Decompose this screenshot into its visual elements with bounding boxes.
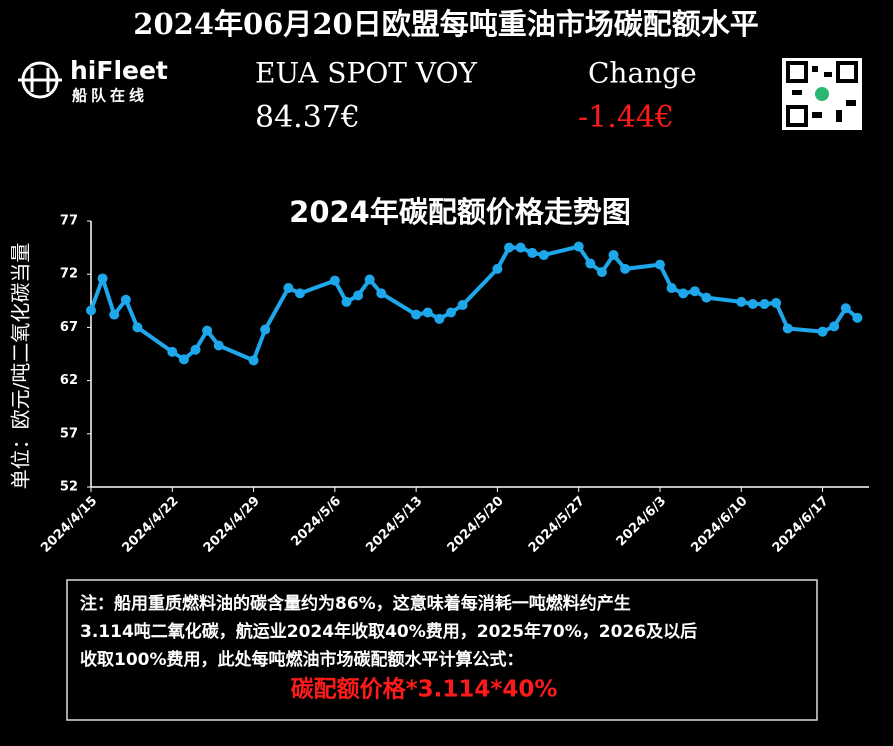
y-tick-label: 67	[60, 320, 78, 335]
point	[620, 263, 631, 274]
point	[434, 313, 445, 324]
point	[538, 250, 549, 261]
page-title: 2024年06月20日欧盟每吨重油市场碳配额水平	[133, 7, 758, 41]
point	[190, 344, 201, 355]
y-tick-label: 72	[60, 267, 78, 282]
point	[109, 309, 120, 320]
point	[213, 340, 224, 351]
point	[585, 258, 596, 269]
logo-subtext: 船队在线	[72, 87, 148, 105]
point	[492, 263, 503, 274]
price-value: 84.37€	[255, 100, 360, 135]
point	[736, 296, 747, 307]
note-box	[66, 579, 818, 721]
y-tick-label: 62	[60, 373, 78, 388]
point	[86, 305, 96, 316]
logo-icon	[18, 61, 62, 99]
point	[596, 267, 607, 278]
point	[817, 326, 828, 337]
formula: 碳配额价格*3.114*40%	[291, 676, 558, 703]
point	[178, 354, 189, 365]
point	[527, 247, 538, 258]
point	[202, 325, 213, 336]
note-line: 注：船用重质燃料油的碳含量约为86%，这意味着每消耗一吨燃料约产生	[80, 593, 631, 614]
price-label: EUA SPOT VOY	[255, 57, 478, 90]
point	[260, 324, 271, 335]
point	[457, 300, 468, 311]
point	[364, 274, 375, 285]
point	[132, 322, 143, 333]
point	[295, 288, 306, 299]
point	[666, 283, 677, 294]
point	[283, 283, 294, 294]
point	[678, 288, 689, 299]
point	[97, 273, 108, 284]
point	[341, 296, 352, 307]
point	[120, 294, 131, 305]
point	[573, 241, 584, 252]
y-tick-label: 57	[60, 426, 78, 441]
point	[782, 323, 793, 334]
change-label: Change	[588, 57, 697, 90]
point	[248, 355, 259, 366]
point	[840, 303, 851, 314]
note-line: 3.114吨二氧化碳，航运业2024年收取40%费用，2025年70%，2026…	[80, 621, 697, 642]
change-value: -1.44€	[578, 100, 674, 135]
point	[411, 309, 422, 320]
y-axis-label: 单位：欧元/吨二氧化碳当量	[9, 243, 33, 490]
qr-code	[782, 58, 862, 130]
point	[608, 250, 619, 261]
logo-text: hiFleet	[70, 56, 168, 85]
point	[504, 242, 515, 253]
point	[771, 297, 782, 308]
point	[329, 275, 340, 286]
chart-title: 2024年碳配额价格走势图	[289, 195, 631, 229]
point	[376, 288, 387, 299]
point	[654, 259, 665, 270]
point	[689, 286, 700, 297]
point	[515, 242, 526, 253]
point	[701, 292, 712, 303]
point	[353, 290, 364, 301]
point	[759, 298, 770, 309]
note-line: 收取100%费用，此处每吨燃油市场碳配额水平计算公式：	[80, 649, 524, 670]
y-tick-label: 52	[60, 480, 78, 495]
point	[422, 307, 433, 318]
y-tick-label: 77	[60, 214, 78, 229]
point	[852, 312, 863, 323]
point	[829, 321, 840, 332]
point	[747, 298, 758, 309]
point	[445, 307, 456, 318]
point	[167, 346, 178, 357]
